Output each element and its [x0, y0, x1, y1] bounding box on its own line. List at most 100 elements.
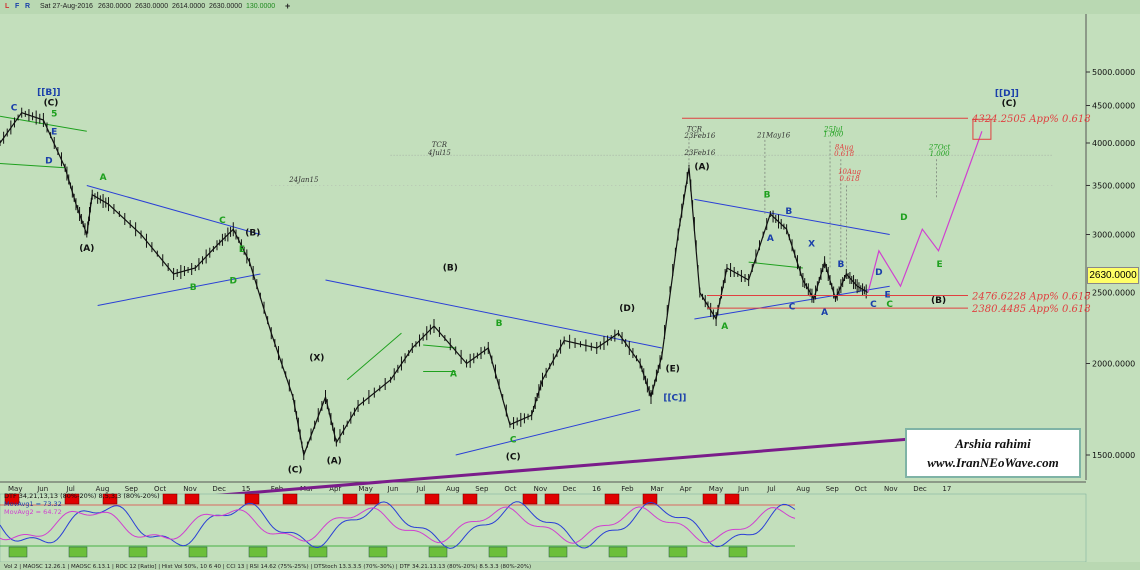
oversold-block: [368, 546, 388, 558]
wave-label: B: [190, 283, 197, 293]
overbought-block: [364, 493, 380, 505]
wave-label: (X): [309, 353, 324, 363]
overbought-block: [282, 493, 298, 505]
wave-label: 27Oct: [928, 143, 951, 151]
wave-label: [[D]]: [995, 89, 1019, 99]
trend-line: [346, 332, 402, 381]
trend-line: [455, 409, 641, 456]
time-tick-label: 17: [942, 485, 951, 493]
wave-label: 0.618: [834, 150, 855, 158]
oscillator-legend: MovAvg2 = 64.72: [4, 508, 62, 516]
time-tick-label: Aug: [446, 485, 460, 493]
oversold-block: [8, 546, 28, 558]
wave-label: (C): [506, 452, 521, 462]
high-value: 2630.0000: [135, 3, 169, 10]
wave-label: (B): [443, 263, 458, 273]
wave-label: C: [11, 104, 18, 114]
oversold-block: [68, 546, 88, 558]
overbought-block: [462, 493, 478, 505]
overbought-block: [102, 493, 118, 505]
wave-label: B: [785, 207, 792, 217]
time-tick-label: Dec: [212, 485, 226, 493]
wave-label: (B): [931, 296, 946, 306]
movavg1-line: [0, 501, 796, 549]
overbought-block: [724, 493, 740, 505]
target-box: [972, 118, 992, 140]
chart-header-bar: L F R Sat 27-Aug-2016 2630.0000 2630.000…: [0, 0, 1140, 14]
overbought-block: [604, 493, 620, 505]
wave-label: TCR: [687, 125, 703, 133]
wave-label: B: [837, 260, 844, 270]
trend-line: [86, 184, 261, 235]
flag-f[interactable]: F: [15, 3, 20, 10]
wave-label: C: [886, 300, 893, 310]
overbought-block: [642, 493, 658, 505]
flag-r[interactable]: R: [25, 3, 31, 10]
oversold-block: [548, 546, 568, 558]
wave-label: [[B]]: [37, 88, 60, 98]
time-tick-label: Nov: [534, 485, 548, 493]
website-link[interactable]: www.IranNEoWave.com: [927, 455, 1059, 470]
trend-line: [694, 198, 890, 235]
wave-label: D: [875, 268, 882, 278]
fib-level-label: 4324.2505 App% 0.618: [971, 114, 1091, 125]
wave-label: 24Jan15: [288, 176, 319, 184]
time-tick-label: May: [8, 485, 22, 493]
wave-label: 4Jul15: [427, 149, 451, 157]
wave-label: D: [230, 277, 237, 287]
time-tick-label: May: [709, 485, 723, 493]
time-tick-label: 16: [592, 485, 601, 493]
wave-label: A: [721, 322, 728, 332]
oversold-block: [728, 546, 748, 558]
wave-label: (C): [44, 99, 59, 109]
wave-label: A: [450, 369, 457, 379]
oversold-block: [128, 546, 148, 558]
wave-label: A: [767, 234, 774, 244]
wave-label: (B): [245, 229, 260, 239]
fib-level-label: 2476.6228 App% 0.618: [971, 291, 1091, 302]
wave-label: 1.000: [930, 150, 951, 158]
time-tick-label: Jun: [36, 485, 48, 493]
time-tick-label: Sep: [826, 485, 840, 493]
overbought-block: [184, 493, 200, 505]
wave-label: (A): [694, 163, 709, 173]
cross-icon[interactable]: +: [285, 1, 291, 11]
wave-label: E: [884, 291, 890, 301]
overbought-block: [342, 493, 358, 505]
wave-label: [[C]]: [663, 394, 686, 404]
overbought-block: [244, 493, 260, 505]
projection-path: [867, 131, 983, 293]
wave-label: (A): [79, 244, 94, 254]
time-tick-label: Oct: [855, 485, 867, 493]
wave-label: 10Aug: [838, 168, 861, 176]
wave-label: 23Feb16: [683, 149, 715, 157]
close-value: 2630.0000: [209, 3, 243, 10]
wave-label: (A): [327, 457, 342, 467]
time-tick-label: Jun: [737, 485, 749, 493]
price-tick-label: 4500.0000: [1092, 102, 1135, 111]
wave-label: (C): [288, 465, 303, 475]
bottom-legend-bg: [0, 562, 1140, 570]
time-tick-label: Aug: [796, 485, 810, 493]
time-tick-label: Jul: [416, 485, 426, 493]
wave-label: 23Feb16: [683, 132, 715, 140]
movavg2-line: [0, 506, 796, 544]
wave-label: E: [937, 260, 943, 270]
time-tick-label: Oct: [504, 485, 516, 493]
wave-label: E: [239, 245, 245, 255]
time-tick-label: May: [358, 485, 372, 493]
flag-l[interactable]: L: [5, 3, 10, 10]
open-value: 2630.0000: [98, 3, 132, 10]
time-tick-label: Apr: [680, 485, 692, 493]
author-name: Arshia rahimi: [955, 436, 1031, 451]
time-tick-label: Jul: [65, 485, 75, 493]
oversold-block: [668, 546, 688, 558]
wave-label: 0.618: [840, 175, 861, 183]
price-tick-label: 5000.0000: [1092, 68, 1135, 77]
time-tick-label: Mar: [650, 485, 663, 493]
wave-label: 8Aug: [835, 143, 854, 151]
price-tick-label: 2500.0000: [1092, 288, 1135, 297]
wave-label: (C): [1002, 99, 1017, 109]
wave-label: (D): [619, 304, 635, 314]
